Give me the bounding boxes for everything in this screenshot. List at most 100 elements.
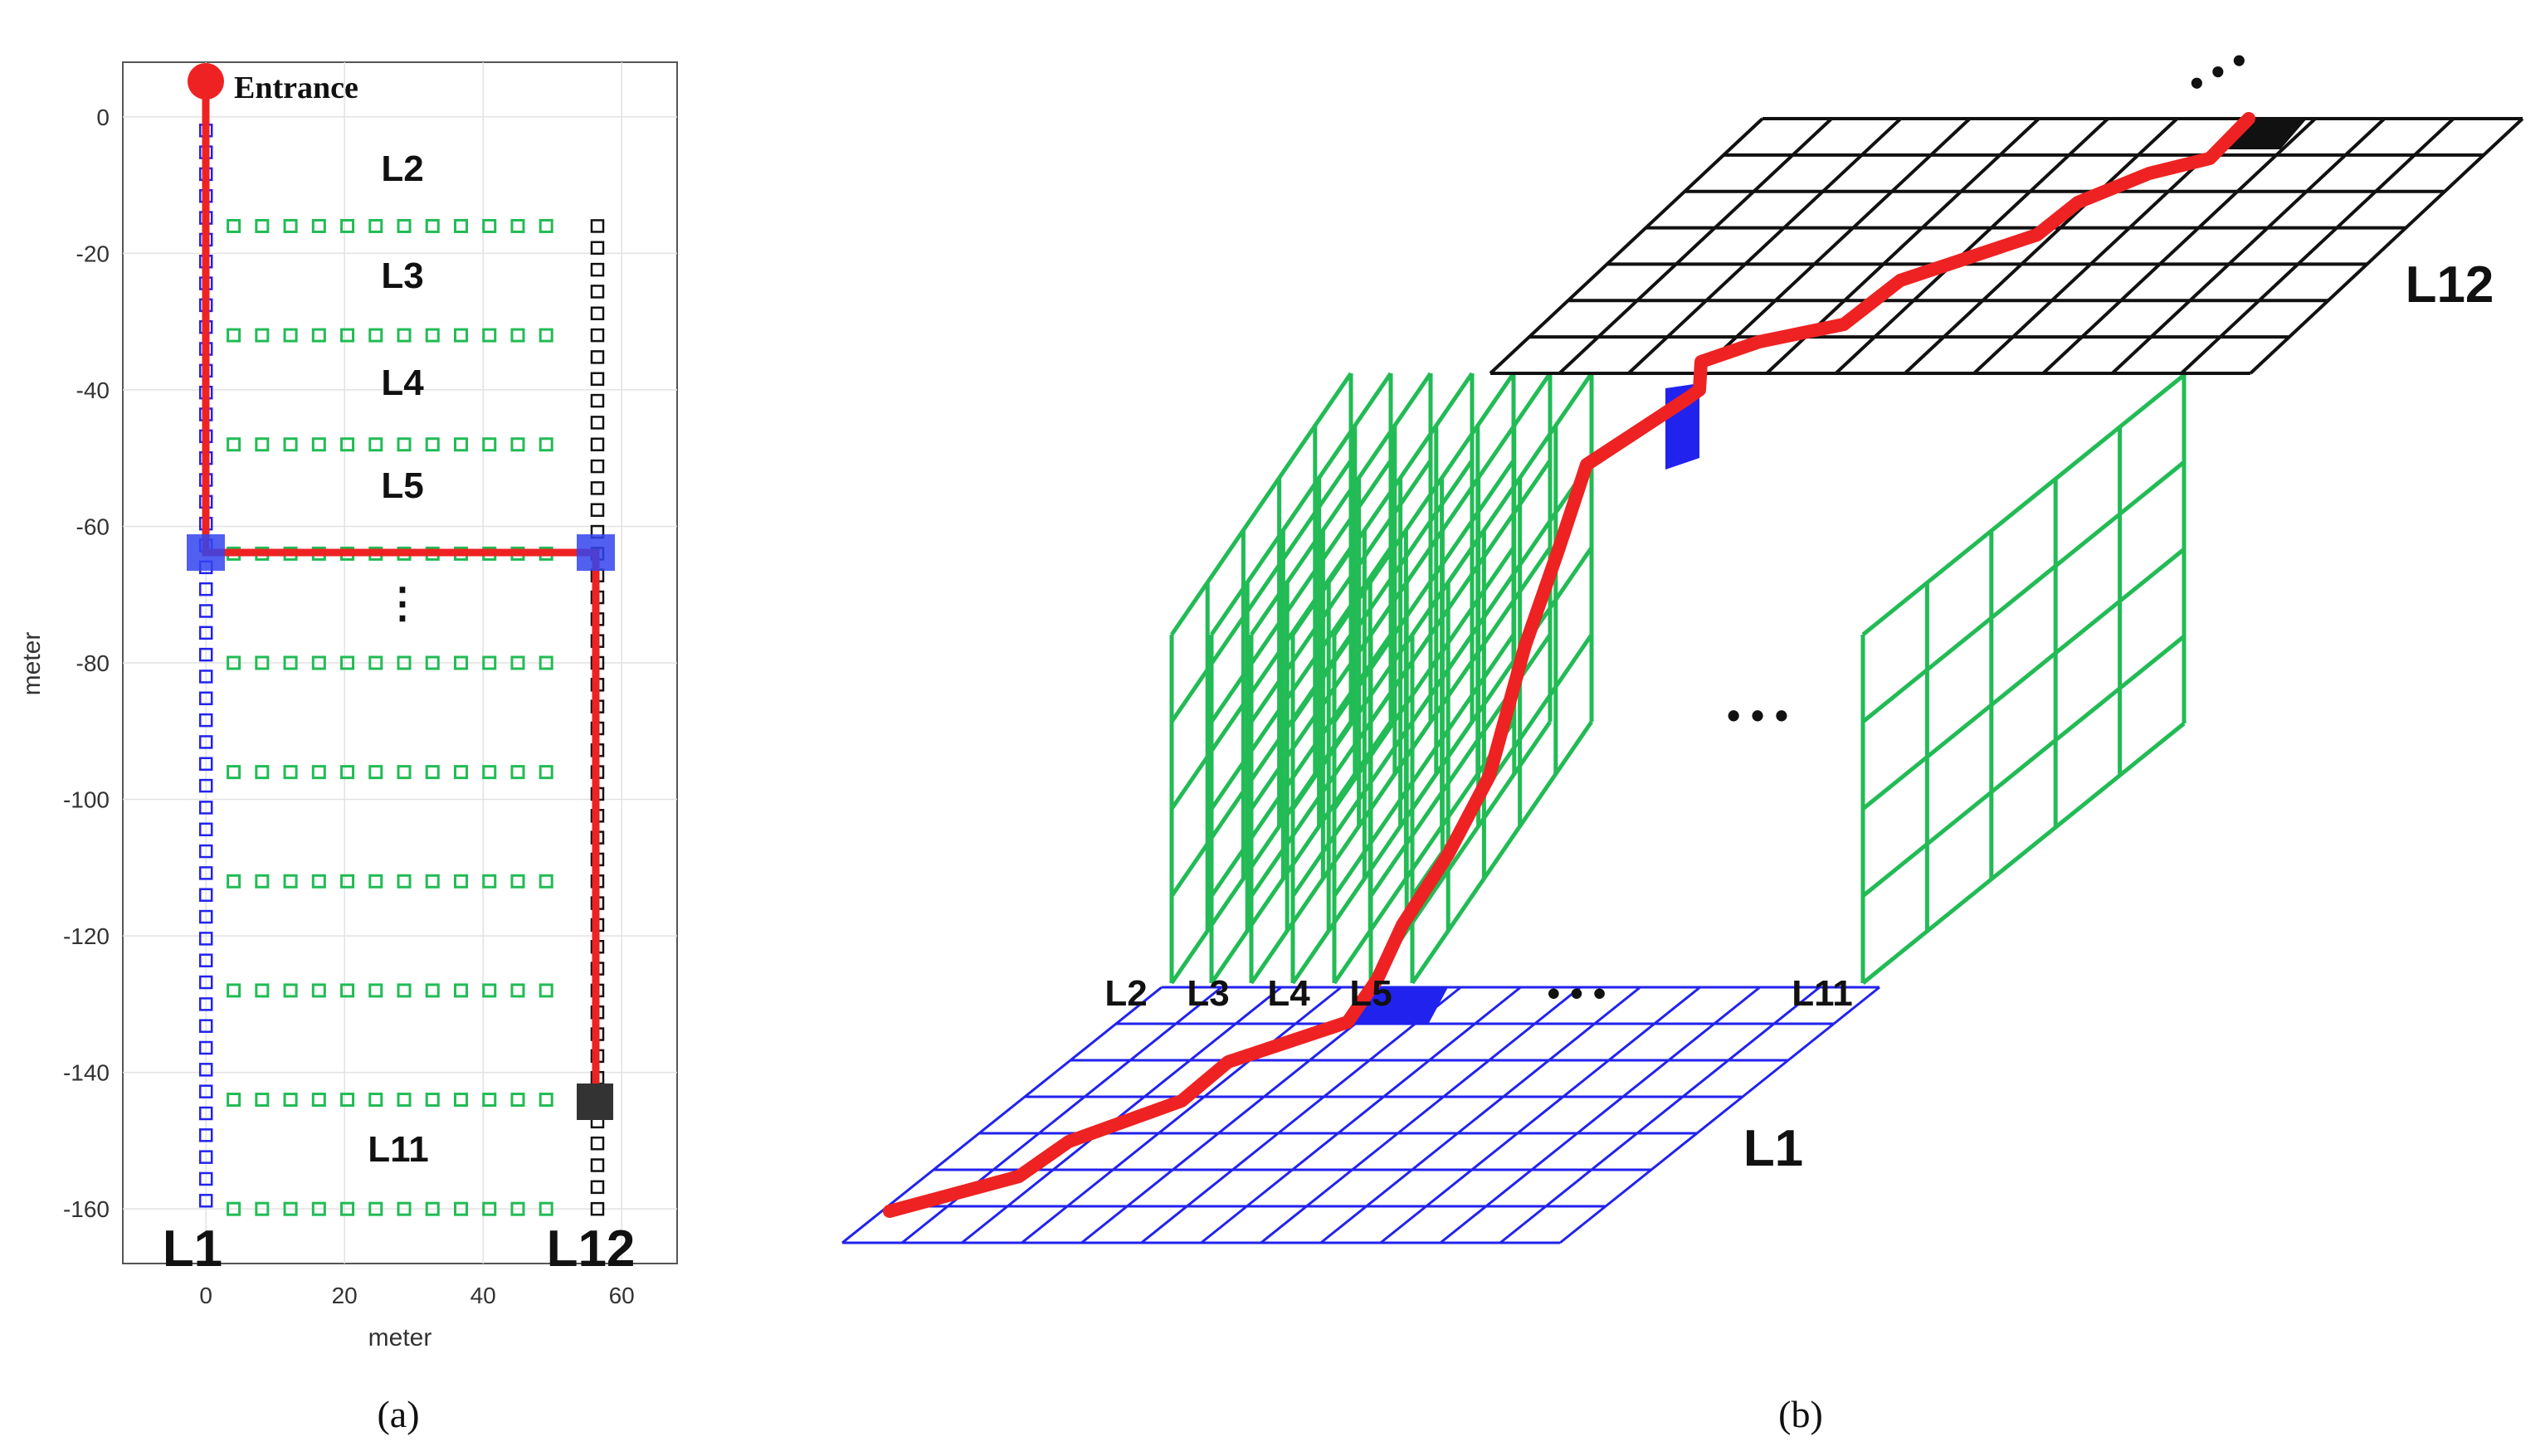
corridor-l12-cell: [590, 285, 605, 299]
aisle-cell: [425, 218, 440, 233]
aisle-plane-gridline: [1861, 722, 2186, 985]
corridor-l12-cell: [590, 262, 605, 277]
aisle-cell: [311, 765, 326, 780]
edge-label-l5: L5: [1349, 973, 1392, 1014]
corridor-l12-cell: [590, 393, 605, 408]
corridor-l1-cell: [198, 932, 213, 946]
corridor-l12-cell: [590, 1158, 605, 1172]
aisle-cell: [482, 437, 497, 452]
aisle-cell: [482, 328, 497, 343]
plane-l12-gridline: [2111, 117, 2386, 375]
corridor-l1-cell: [198, 691, 213, 706]
aisle-cell: [397, 655, 412, 670]
aisle-cell: [368, 1093, 383, 1108]
aisle-cell: [510, 1093, 525, 1108]
corridor-l1-cell: [198, 801, 213, 815]
plane-l1-gridline: [1559, 986, 1880, 1244]
aisle-cell: [340, 655, 355, 670]
turn-marker-l1: [187, 534, 225, 571]
aisle-cell: [397, 1201, 412, 1216]
panel-a-floor-plan: 0 20 40 60 0 -20 -40 -60 -80 -100 -120 -140 -160 Ent…: [18, 61, 678, 1435]
aisle-cell: [340, 437, 355, 452]
corridor-l12-cell: [590, 350, 605, 364]
aisle-cell: [539, 874, 553, 889]
aisle-cell: [453, 983, 468, 998]
y-tick-label: -20: [76, 241, 110, 266]
aisle-plane-gridline: [1861, 460, 2186, 723]
corridor-l1-cell: [198, 997, 213, 1011]
edge-label-l11: L11: [1792, 973, 1852, 1014]
aisle-cell: [482, 1093, 497, 1108]
corridor-l12-cell: [590, 219, 605, 233]
aisle-cell: [425, 1201, 440, 1216]
aisle-cell: [283, 655, 298, 670]
plane-l1-gridline: [1319, 986, 1641, 1244]
aisle-cell: [482, 655, 497, 670]
aisle-cell: [227, 1201, 241, 1216]
y-tick-label: 0: [96, 105, 110, 130]
aisle-cell: [539, 983, 553, 998]
corridor-l12-cell: [590, 372, 605, 386]
aisle-cell: [311, 655, 326, 670]
corridor-l12-cell: [590, 481, 605, 495]
corridor-label-l1: L1: [163, 1220, 222, 1278]
aisle-cell: [510, 655, 525, 670]
corridor-l1-cell: [198, 626, 213, 640]
highlight-cell-l5: [1354, 987, 1448, 1023]
plane-l12-gridline: [1489, 117, 1764, 375]
y-tick-label: -100: [63, 787, 110, 813]
corridor-l1-cell: [198, 647, 213, 662]
aisle-plane-gridline: [1368, 372, 1553, 636]
aisle-cell: [510, 983, 525, 998]
aisle-cell: [397, 437, 412, 452]
aisle-cell: [340, 765, 355, 780]
aisle-cell: [227, 218, 241, 233]
corridor-l1-cell: [198, 975, 213, 990]
aisle-cell: [368, 437, 383, 452]
aisle-cell: [453, 1093, 468, 1108]
plane-l1-gridline: [1021, 986, 1343, 1244]
aisle-cell: [283, 765, 298, 780]
y-tick-label: -60: [76, 514, 110, 539]
plane-l1-gridline: [901, 986, 1223, 1244]
aisle-cell: [425, 655, 440, 670]
aisle-cell: [227, 1093, 241, 1108]
aisle-cell: [283, 1093, 298, 1108]
corridor-l1-cell: [198, 604, 213, 618]
corridor-l1-cell: [198, 713, 213, 728]
aisle-cell: [311, 218, 326, 233]
aisle-plane-gridline: [1861, 635, 2186, 898]
aisle-cell: [482, 874, 497, 889]
corridor-l12-cell: [590, 503, 605, 517]
corridor-l1-cell: [198, 888, 213, 902]
aisle-cell: [482, 765, 497, 780]
aisle-cell: [340, 1201, 355, 1216]
corridor-l1-cell: [198, 1106, 213, 1121]
entrance-marker: [188, 63, 224, 100]
aisle-plane-gridline: [1368, 546, 1553, 811]
aisle-cell: [397, 874, 412, 889]
aisle-plane-gridline: [1861, 548, 2186, 811]
aisle-cell: [311, 1201, 326, 1216]
aisle-cell: [397, 1093, 412, 1108]
aisle-cell: [510, 328, 525, 343]
caption-b: (b): [1778, 1393, 1823, 1435]
aisle-cell: [453, 874, 468, 889]
corridor-l1-cell: [198, 1194, 213, 1208]
corridor-l1-cell: [198, 735, 213, 749]
aisle-cell: [539, 1093, 553, 1108]
ellipsis-middle: • • •: [1727, 694, 1788, 737]
aisle-cell: [340, 983, 355, 998]
aisle-cell: [227, 874, 241, 889]
y-tick-label: -120: [63, 923, 110, 949]
x-tick-label: 20: [332, 1283, 358, 1308]
panel-b-3d-layers: • • • • • • L12 L1 L2 L3 L4 L5 • • • L11…: [841, 38, 2524, 1435]
aisle-cell: [368, 655, 383, 670]
edge-label-l4: L4: [1267, 973, 1310, 1014]
aisle-cell: [227, 983, 241, 998]
corridor-l12-cell: [590, 1136, 605, 1151]
aisle-label-l11: L11: [368, 1129, 428, 1170]
aisle-cell: [539, 1201, 553, 1216]
aisle-cell: [539, 218, 553, 233]
aisle-cell: [368, 218, 383, 233]
